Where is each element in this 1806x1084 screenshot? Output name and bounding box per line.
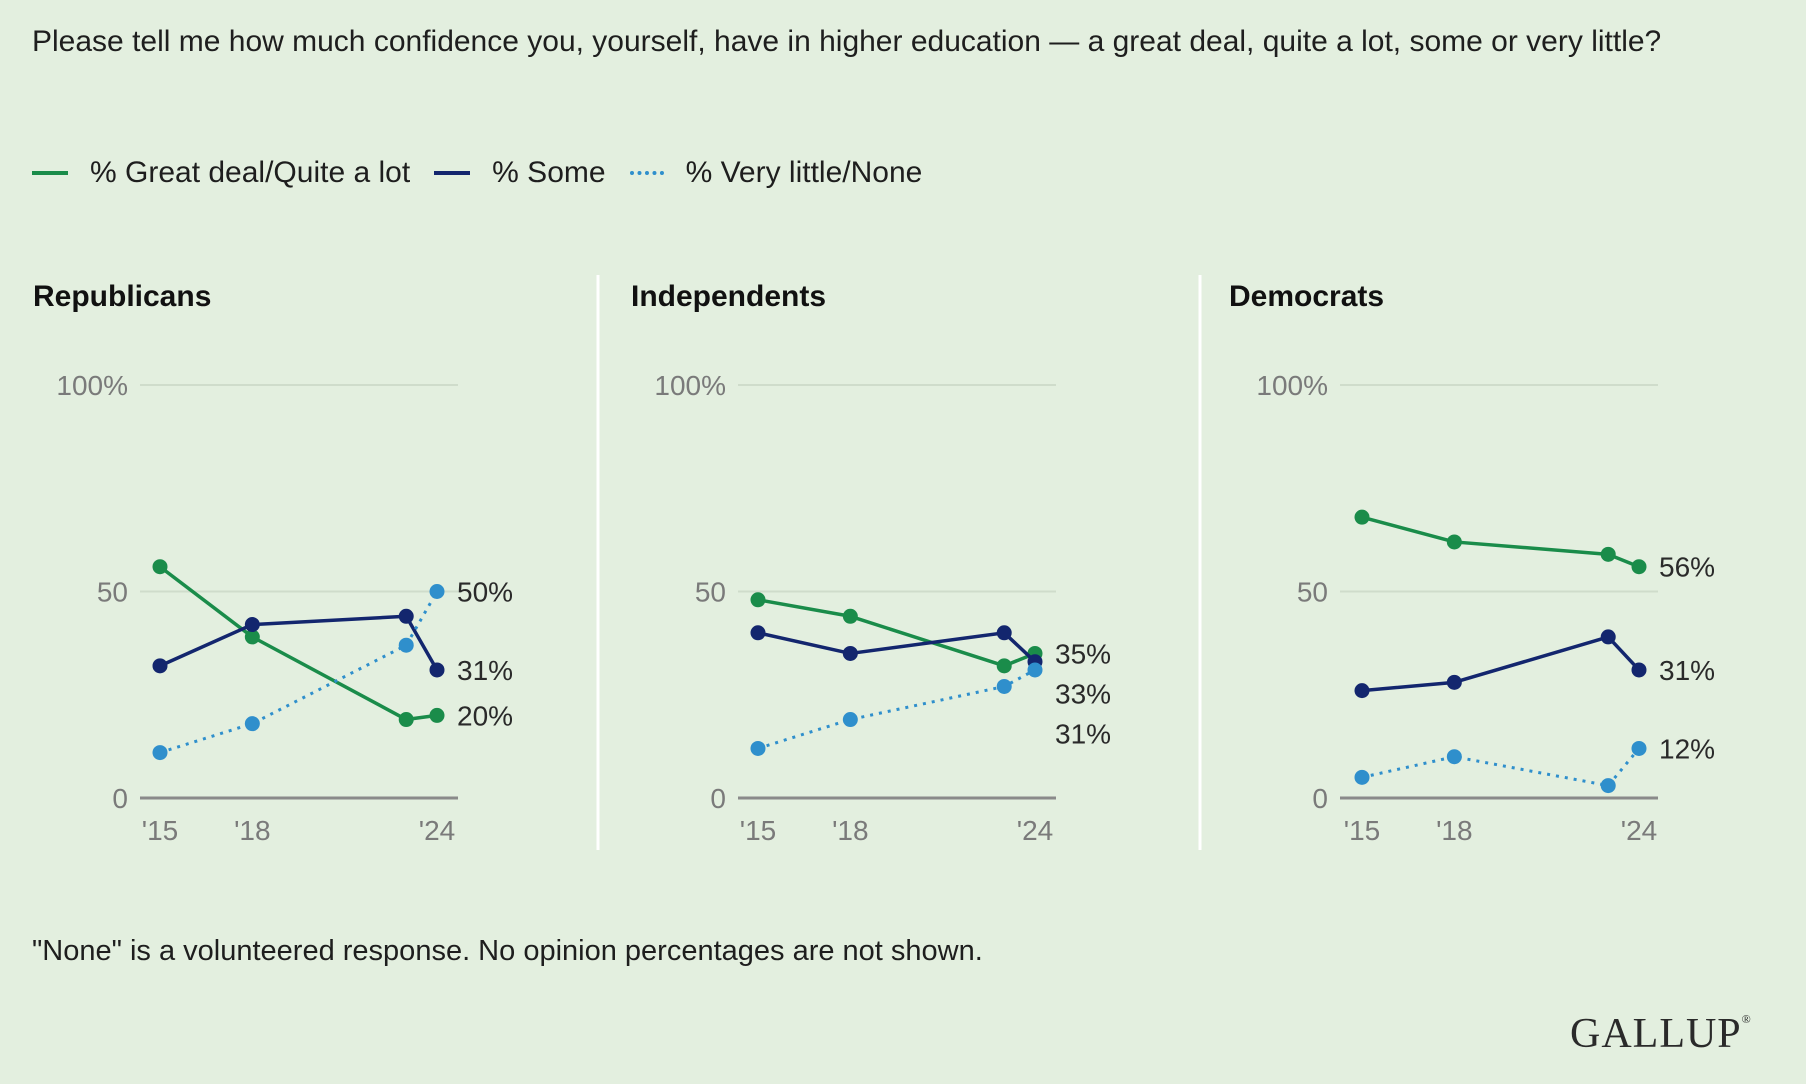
data-point-very-little: [152, 745, 168, 761]
data-point-very-little: [1027, 662, 1043, 678]
data-point-very-little: [429, 584, 445, 599]
data-point-very-little: [244, 716, 260, 732]
x-tick-label: '24: [1621, 815, 1658, 846]
series-line-great-deal: [158, 565, 438, 722]
y-tick-label: 100%: [56, 370, 128, 401]
x-tick-label: '15: [740, 815, 777, 846]
data-point-some: [750, 625, 766, 641]
legend-swatch-very-little: [629, 171, 664, 175]
data-point-some: [1354, 683, 1370, 699]
series-line-some: [757, 631, 1037, 663]
end-label-very-little: 12%: [1659, 733, 1715, 764]
data-point-very-little: [1600, 778, 1616, 794]
legend-label-some: % Some: [492, 156, 606, 189]
footnote: "None" is a volunteered response. No opi…: [32, 935, 983, 967]
data-point-great-deal: [1446, 534, 1462, 550]
legend-item-very-little: % Very little/None: [629, 156, 923, 190]
y-tick-label: 50: [1297, 577, 1328, 608]
x-tick-label: '15: [142, 815, 179, 846]
y-tick-label: 0: [112, 783, 128, 814]
data-point-very-little: [750, 740, 766, 756]
panel-republicans: Republicans 0 50 100% '15 '18 '24 50% 31% 20%: [33, 280, 513, 846]
data-point-some: [1446, 674, 1462, 690]
data-point-some: [244, 617, 260, 633]
question-text: Please tell me how much confidence you, …: [32, 25, 1662, 58]
y-tick-label: 50: [695, 577, 726, 608]
data-point-some: [398, 608, 414, 624]
x-tick-label: '24: [1017, 815, 1054, 846]
legend-swatch-great-deal: [32, 171, 68, 175]
series-line-some: [159, 614, 439, 671]
gallup-logo-text: GALLUP: [1570, 1011, 1742, 1057]
legend-label-great-deal: % Great deal/Quite a lot: [90, 156, 411, 189]
x-tick-label: '15: [1344, 815, 1381, 846]
end-label-very-little: 31%: [1055, 718, 1111, 749]
end-label-some: 33%: [1055, 678, 1111, 709]
panel-title: Republicans: [33, 280, 211, 313]
legend: % Great deal/Quite a lot % Some % Very l…: [32, 148, 946, 198]
data-point-great-deal: [996, 658, 1012, 674]
legend-item-some: % Some: [434, 156, 606, 190]
data-point-very-little: [996, 678, 1012, 694]
series-line-great-deal: [757, 598, 1036, 668]
x-tick-label: '18: [234, 815, 271, 846]
data-point-great-deal: [1631, 559, 1647, 575]
data-point-great-deal: [1600, 546, 1616, 562]
end-label-very-little: 50%: [457, 577, 513, 608]
data-point-very-little: [1354, 769, 1370, 785]
data-point-some: [996, 625, 1012, 641]
series-line-very-little: [757, 668, 1036, 750]
panel-democrats: Democrats 0 50 100% '15 '18 '24 56% 31% 12%: [1229, 280, 1715, 846]
y-tick-label: 100%: [1256, 370, 1328, 401]
end-label-some: 31%: [1659, 655, 1715, 686]
series-line-great-deal: [1361, 515, 1640, 569]
x-tick-label: '18: [832, 815, 869, 846]
data-point-very-little: [1446, 749, 1462, 765]
gallup-logo: GALLUP®: [1570, 1011, 1752, 1057]
y-tick-label: 100%: [654, 370, 726, 401]
y-tick-label: 0: [710, 783, 726, 814]
panel-title: Independents: [631, 280, 826, 313]
data-point-great-deal: [842, 608, 858, 624]
data-point-great-deal: [1354, 509, 1370, 525]
end-label-great-deal: 20%: [457, 700, 513, 731]
end-label-great-deal: 56%: [1659, 552, 1715, 583]
end-label-some: 31%: [457, 655, 513, 686]
data-point-some: [1631, 662, 1647, 678]
data-point-some: [842, 645, 858, 661]
panel-independents: Independents 0 50 100% '15 '18 '24 35% 33% 31%: [631, 280, 1111, 846]
data-point-great-deal: [750, 592, 766, 608]
data-point-some: [1600, 629, 1616, 645]
y-tick-label: 0: [1312, 783, 1328, 814]
end-label-great-deal: 35%: [1055, 638, 1111, 669]
data-point-great-deal: [429, 707, 445, 723]
x-tick-label: '18: [1436, 815, 1473, 846]
data-point-very-little: [1631, 740, 1647, 756]
data-point-some: [429, 662, 445, 678]
panel-title: Democrats: [1229, 280, 1384, 313]
data-point-some: [152, 658, 168, 674]
x-tick-label: '24: [419, 815, 456, 846]
data-point-very-little: [398, 637, 414, 653]
legend-item-great-deal: % Great deal/Quite a lot: [32, 156, 410, 190]
data-point-great-deal: [398, 712, 414, 728]
data-point-great-deal: [152, 559, 168, 575]
charts-area: Republicans 0 50 100% '15 '18 '24 50% 31% 20% Inde…: [33, 275, 1715, 850]
y-tick-label: 50: [97, 577, 128, 608]
series-line-some: [1361, 635, 1641, 693]
series-line-very-little: [1361, 747, 1641, 788]
data-point-great-deal: [244, 629, 260, 645]
data-point-very-little: [842, 712, 858, 728]
legend-label-very-little: % Very little/None: [685, 156, 923, 189]
legend-swatch-some: [434, 171, 471, 175]
